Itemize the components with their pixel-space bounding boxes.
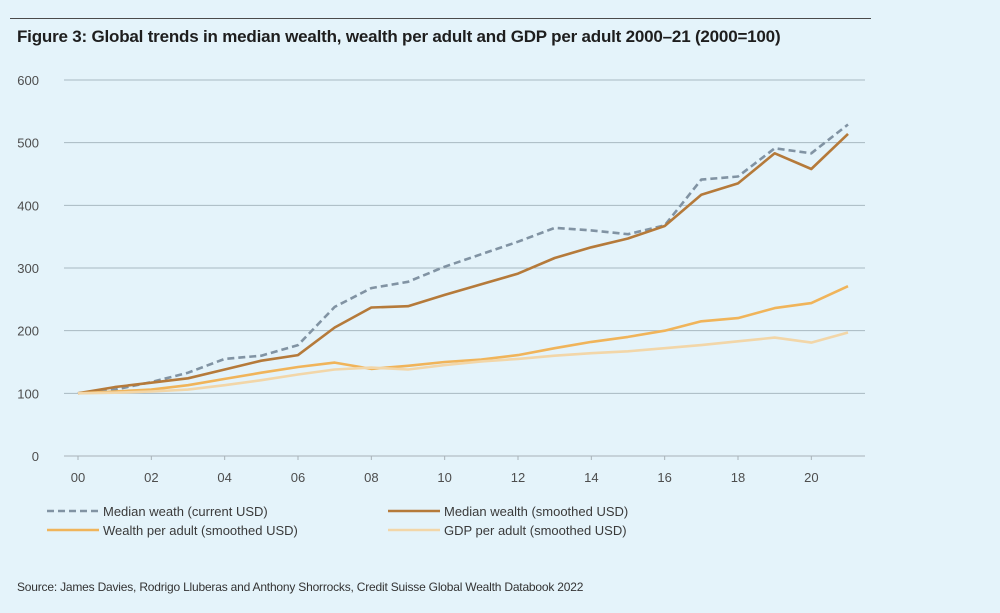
y-tick-label: 500 — [17, 136, 39, 151]
chart-title: Figure 3: Global trends in median wealth… — [17, 27, 781, 46]
series-line-median-wealth-smoothed-usd — [77, 132, 849, 395]
x-tick-label: 06 — [291, 470, 305, 485]
x-tick-label: 02 — [144, 470, 158, 485]
legend-label: GDP per adult (smoothed USD) — [444, 523, 627, 538]
x-axis-ticks: 00 02 04 06 08 10 12 14 16 18 20 — [71, 456, 819, 485]
series-line-wealth-per-adult-smoothed-usd — [77, 285, 849, 395]
x-tick-label: 12 — [511, 470, 525, 485]
x-tick-label: 18 — [731, 470, 745, 485]
top-rule — [10, 18, 871, 19]
x-tick-label: 20 — [804, 470, 818, 485]
y-tick-label: 100 — [17, 386, 39, 401]
series-line-gdp-per-adult-smoothed-usd — [77, 331, 849, 395]
series-lines — [77, 123, 849, 395]
y-axis-ticks: 0 100 200 300 400 500 600 — [17, 73, 39, 464]
legend: Median weath (current USD) Median wealth … — [47, 504, 628, 538]
grid-lines — [64, 79, 865, 457]
x-tick-label: 00 — [71, 470, 85, 485]
x-tick-label: 14 — [584, 470, 598, 485]
x-tick-label: 04 — [217, 470, 231, 485]
y-tick-label: 200 — [17, 324, 39, 339]
y-tick-label: 400 — [17, 198, 39, 213]
source-note: Source: James Davies, Rodrigo Lluberas a… — [17, 580, 584, 594]
y-tick-label: 0 — [32, 449, 39, 464]
series-line-median-weath-current-usd — [77, 123, 849, 395]
x-tick-label: 16 — [657, 470, 671, 485]
y-tick-label: 300 — [17, 261, 39, 276]
x-tick-label: 10 — [437, 470, 451, 485]
legend-label: Median wealth (smoothed USD) — [444, 504, 628, 519]
legend-label: Median weath (current USD) — [103, 504, 268, 519]
legend-label: Wealth per adult (smoothed USD) — [103, 523, 298, 538]
y-tick-label: 600 — [17, 73, 39, 88]
x-tick-label: 08 — [364, 470, 378, 485]
